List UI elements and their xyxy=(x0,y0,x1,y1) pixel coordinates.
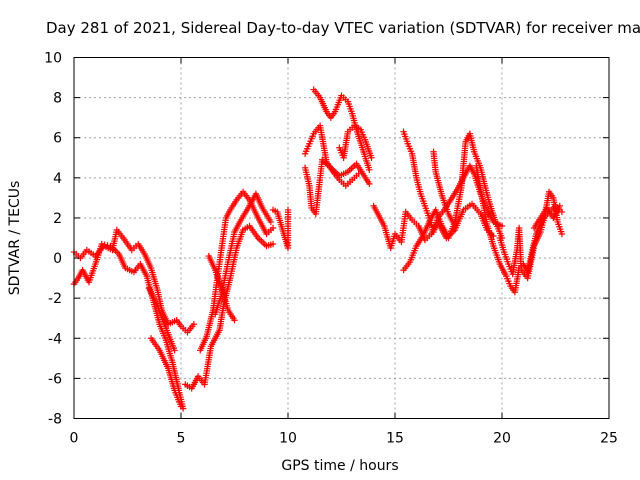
data-point xyxy=(177,403,185,410)
series-track-b xyxy=(70,240,187,412)
series-track-h xyxy=(205,252,238,324)
series-track-n xyxy=(370,200,497,252)
data-point xyxy=(366,180,373,188)
x-tick-label: 20 xyxy=(493,431,511,447)
x-tick-label: 5 xyxy=(177,431,186,447)
y-tick-label: 6 xyxy=(53,131,62,147)
series-track-s xyxy=(496,188,566,282)
chart-title: Day 281 of 2021, Sidereal Day-to-day VTE… xyxy=(46,19,640,37)
data-point xyxy=(368,154,375,161)
y-tick-label: -6 xyxy=(48,371,62,387)
x-tick-labels: 0 5 10 15 20 25 xyxy=(70,431,618,447)
series-track-e xyxy=(182,222,277,392)
series-track-j xyxy=(301,156,373,218)
data-point xyxy=(284,206,292,214)
y-tick-label: -8 xyxy=(48,412,62,428)
data-point xyxy=(231,317,238,324)
y-tick-label: -2 xyxy=(48,291,62,307)
data-point xyxy=(558,230,566,238)
data-point xyxy=(190,321,198,328)
x-tick-label: 25 xyxy=(600,431,618,447)
data-point xyxy=(98,240,106,248)
series-track-d xyxy=(145,284,178,354)
series-track-m xyxy=(336,122,375,161)
series-track-c xyxy=(147,335,185,410)
data-point xyxy=(104,242,111,249)
data-point xyxy=(366,166,373,174)
data-point xyxy=(558,208,566,216)
y-tick-label: 2 xyxy=(53,211,62,227)
series-track-p xyxy=(400,130,506,274)
data-point xyxy=(101,241,108,248)
x-tick-label: 0 xyxy=(70,431,79,447)
y-tick-label: 4 xyxy=(53,171,62,187)
data-points xyxy=(70,86,566,412)
x-tick-label: 15 xyxy=(386,431,404,447)
data-point xyxy=(269,224,277,232)
series-track-f xyxy=(197,188,277,354)
y-tick-label: 8 xyxy=(53,91,62,107)
data-point xyxy=(355,170,362,178)
data-point xyxy=(171,347,178,354)
data-point xyxy=(451,222,459,230)
x-tick-label: 10 xyxy=(279,431,297,447)
data-point xyxy=(269,240,277,248)
y-tick-label: 10 xyxy=(44,51,62,67)
series-track-k xyxy=(301,122,362,190)
axis-ticks xyxy=(73,57,610,419)
data-point xyxy=(267,218,275,226)
series-track-i xyxy=(269,206,292,252)
series-track-q xyxy=(430,148,459,230)
plot-frame xyxy=(73,57,610,419)
y-axis-label: SDTVAR / TECUs xyxy=(7,181,23,296)
data-point xyxy=(556,202,563,210)
series-track-t xyxy=(530,202,563,232)
grid xyxy=(74,57,609,419)
y-tick-label: 0 xyxy=(53,251,62,267)
series-track-g xyxy=(212,190,275,318)
y-tick-label: -4 xyxy=(48,331,62,347)
y-tick-labels: -8 -6 -4 -2 0 2 4 6 8 10 xyxy=(44,51,62,428)
x-axis-label: GPS time / hours xyxy=(281,458,398,474)
